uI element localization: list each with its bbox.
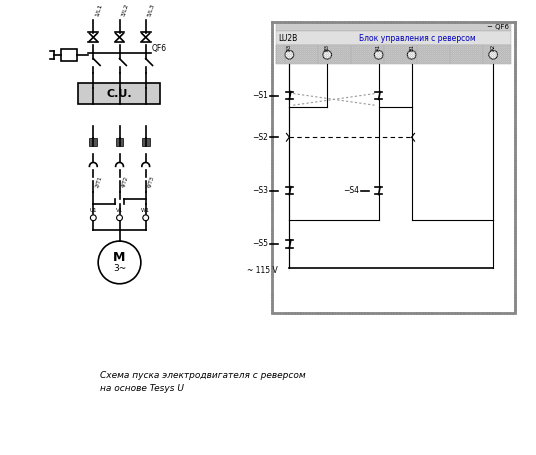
Text: A2: A2 bbox=[490, 43, 496, 51]
Circle shape bbox=[489, 51, 497, 59]
Text: Схема пуска электродвигателя с реверсом
на основе Tesys U: Схема пуска электродвигателя с реверсом … bbox=[100, 371, 306, 393]
Circle shape bbox=[374, 51, 383, 59]
Bar bbox=[61, 49, 77, 61]
Text: W1: W1 bbox=[141, 207, 150, 212]
Text: 5/L3: 5/L3 bbox=[147, 3, 155, 17]
Text: A1: A1 bbox=[376, 43, 381, 51]
Circle shape bbox=[98, 241, 141, 284]
Circle shape bbox=[117, 215, 122, 221]
Text: 6/T3: 6/T3 bbox=[147, 175, 155, 188]
Circle shape bbox=[285, 51, 294, 59]
Circle shape bbox=[91, 215, 96, 221]
Text: −S4: −S4 bbox=[343, 186, 359, 195]
Text: −S2: −S2 bbox=[252, 133, 268, 142]
Text: ~ 115 V: ~ 115 V bbox=[247, 266, 278, 275]
Bar bbox=[276, 31, 511, 45]
Circle shape bbox=[407, 51, 416, 59]
Text: LU2B: LU2B bbox=[279, 34, 298, 43]
Text: M: M bbox=[113, 251, 126, 264]
Text: 2/T1: 2/T1 bbox=[94, 175, 103, 188]
Bar bbox=[116, 138, 123, 146]
Text: U1: U1 bbox=[90, 207, 97, 212]
Text: QF6: QF6 bbox=[152, 45, 167, 53]
Text: C.U.: C.U. bbox=[106, 89, 132, 99]
Text: −S5: −S5 bbox=[252, 239, 268, 248]
Bar bbox=[276, 22, 511, 31]
Bar bbox=[142, 138, 150, 146]
Text: Блок управления с реверсом: Блок управления с реверсом bbox=[359, 34, 476, 43]
Text: V1: V1 bbox=[116, 207, 123, 212]
Text: −S1: −S1 bbox=[252, 91, 268, 100]
Bar bbox=[90, 138, 97, 146]
Text: 1/L1: 1/L1 bbox=[94, 3, 103, 17]
Text: B3: B3 bbox=[325, 43, 330, 51]
Text: − QF6: − QF6 bbox=[487, 24, 509, 30]
Text: A3: A3 bbox=[287, 43, 292, 51]
Text: 3/L2: 3/L2 bbox=[121, 2, 130, 17]
Text: −S3: −S3 bbox=[252, 186, 268, 195]
Text: 3~: 3~ bbox=[113, 264, 126, 273]
Circle shape bbox=[143, 215, 148, 221]
Bar bbox=[276, 45, 511, 65]
Circle shape bbox=[323, 51, 332, 59]
Text: 4/T2: 4/T2 bbox=[121, 175, 129, 188]
Bar bbox=[78, 83, 160, 104]
Text: B1: B1 bbox=[409, 43, 414, 51]
